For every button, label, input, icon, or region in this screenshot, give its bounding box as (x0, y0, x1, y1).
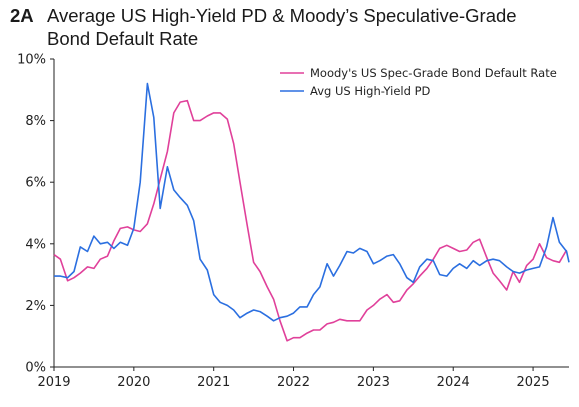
legend-label: Avg US High-Yield PD (310, 84, 431, 98)
y-tick-label: 2% (25, 299, 46, 314)
legend-label: Moody's US Spec-Grade Bond Default Rate (310, 66, 557, 80)
legend: Moody's US Spec-Grade Bond Default Rate A… (280, 66, 557, 98)
series-line-1 (54, 82, 570, 322)
series-line-0 (53, 99, 568, 342)
x-tick-label: 2023 (357, 375, 390, 390)
title-line-1: Average US High-Yield PD & Moody’s Specu… (47, 5, 517, 26)
x-tick-label: 2022 (277, 375, 310, 390)
title-line-2: Bond Default Rate (47, 28, 199, 49)
y-tick-label: 10% (17, 53, 46, 68)
y-tick-label: 0% (25, 361, 46, 376)
y-tick-label: 4% (25, 237, 46, 252)
y-tick-label: 6% (25, 176, 46, 191)
x-tick-label: 2025 (517, 375, 550, 390)
x-tick-label: 2019 (37, 375, 70, 390)
x-tick-label: 2021 (197, 375, 230, 390)
axes: 0% 2% 4% 6% 8% 10% 2019 2020 2021 2022 2023 2024 202… (17, 53, 569, 390)
figure-tag: 2A (10, 5, 34, 26)
x-tick-label: 2024 (437, 375, 470, 390)
x-tick-label: 2020 (117, 375, 150, 390)
series-layer (53, 82, 570, 342)
y-tick-label: 8% (25, 114, 46, 129)
